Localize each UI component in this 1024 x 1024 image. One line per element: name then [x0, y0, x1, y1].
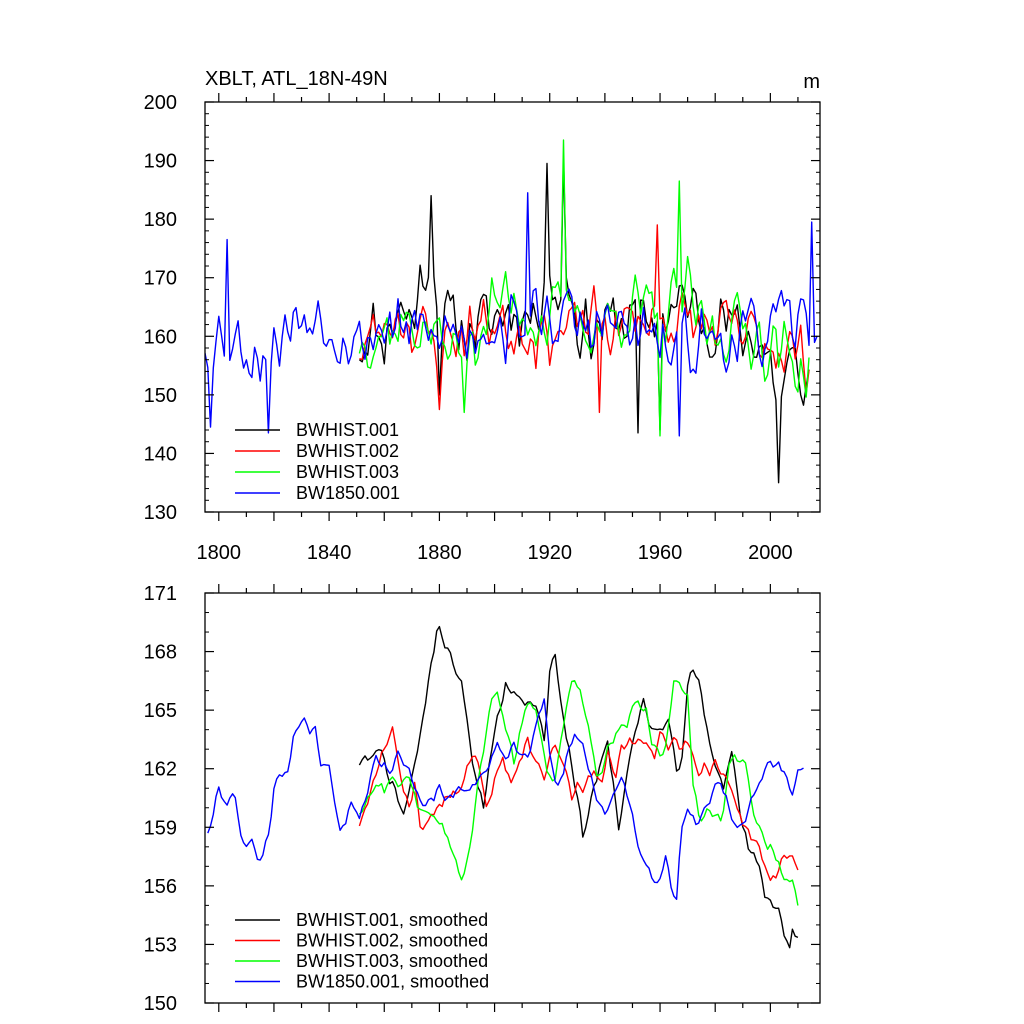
- y-tick-label: 168: [144, 642, 177, 664]
- top-panel-raw: 130 140 150 160 170 180 190 200 1800 1840 1880 1920…: [144, 68, 821, 564]
- y-tick-label: 156: [144, 876, 177, 898]
- y-tick-label: 130: [144, 502, 177, 524]
- y-tick-label: 190: [144, 151, 177, 173]
- series-line-bwhist-001-smoothed: [358, 625, 799, 949]
- series-line-bw1850-001-smoothed: [207, 698, 804, 900]
- y-tick-label: 200: [144, 92, 177, 114]
- x-tick-label: 1880: [417, 542, 462, 564]
- y-tick-label: 170: [144, 268, 177, 290]
- y-tick-label: 159: [144, 817, 177, 839]
- y-tick-label: 140: [144, 443, 177, 465]
- x-tick-label: 1800: [197, 542, 242, 564]
- legend-label: BW1850.001: [296, 483, 400, 503]
- legend-label: BWHIST.003: [296, 462, 399, 482]
- units-label: m: [803, 71, 820, 93]
- y-tick-label: 162: [144, 759, 177, 781]
- x-tick-label: 1920: [527, 542, 572, 564]
- plot-frame: [204, 101, 821, 513]
- chart-title: XBLT, ATL_18N-49N: [205, 68, 388, 90]
- series-line-bwhist-003: [358, 139, 810, 437]
- bottom-panel-smoothed: 150 153 156 159 162 165 168 171 BWHIST.001, smoo…: [144, 583, 821, 1015]
- series-group: [205, 139, 818, 484]
- y-tick-label: 160: [144, 326, 177, 348]
- legend-label: BW1850.001, smoothed: [296, 972, 489, 992]
- series-line-bwhist-002-smoothed: [358, 726, 799, 882]
- x-tick-label: 1960: [638, 542, 683, 564]
- y-tick-label: 150: [144, 385, 177, 407]
- y-tick-label: 171: [144, 583, 177, 605]
- series-line-bwhist-003-smoothed: [358, 680, 799, 906]
- series-group: [207, 625, 804, 949]
- y-tick-label: 153: [144, 934, 177, 956]
- y-tick-label: 165: [144, 700, 177, 722]
- x-tick-label: 2000: [748, 542, 793, 564]
- series-line-bwhist-002: [359, 224, 810, 414]
- y-tick-label: 180: [144, 209, 177, 231]
- legend-label: BWHIST.002: [296, 441, 399, 461]
- legend-label: BWHIST.001, smoothed: [296, 910, 488, 930]
- y-tick-label: 150: [144, 993, 177, 1015]
- x-tick-label: 1840: [307, 542, 352, 564]
- plot-frame: [204, 592, 821, 1004]
- series-line-bw1850-001: [205, 192, 818, 437]
- legend-label: BWHIST.003, smoothed: [296, 951, 488, 971]
- legend-label: BWHIST.001: [296, 420, 399, 440]
- legend-label: BWHIST.002, smoothed: [296, 931, 488, 951]
